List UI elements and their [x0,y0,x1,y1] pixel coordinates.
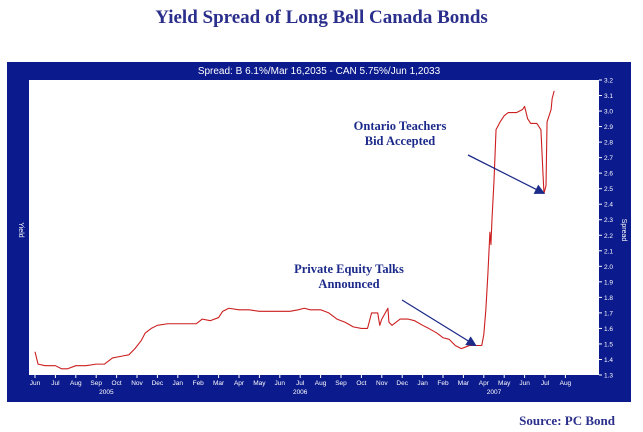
y-tick-label: 1.3 [604,373,613,380]
x-tick-label: Mar [458,380,470,387]
y-tick-label: 2.0 [604,264,613,271]
x-axis-ticks: Jun Jul Aug Sep Oct Nov Dec Jan Feb Mar Apr May Jun J… [30,375,572,387]
y-tick-label: 2.6 [604,171,613,178]
chart-title: Spread: B 6.1%/Mar 16,2035 - CAN 5.75%/J… [198,66,441,77]
x-tick-label: Aug [70,380,82,387]
y-tick-label: 1.7 [604,310,613,317]
x-tick-label: Jan [417,380,428,387]
x-tick-label: Apr [234,380,245,387]
y-tick-label: 2.9 [604,124,613,131]
x-tick-label: Apr [479,380,490,387]
x-tick-label: Mar [213,380,225,387]
y-tick-label: 3.0 [604,109,613,116]
chart-frame: Spread: B 6.1%/Mar 16,2035 - CAN 5.75%/J… [7,62,631,402]
x-tick-label: Oct [112,380,122,387]
page-title: Yield Spread of Long Bell Canada Bonds [155,7,488,28]
x-tick-label: Sep [90,380,102,387]
y-tick-label: 3.2 [604,78,613,85]
x-tick-label: Aug [560,380,572,387]
y-tick-label: 1.6 [604,326,613,333]
x-tick-label: May [498,380,511,387]
y-tick-label: 2.3 [604,217,613,224]
year-label: 2007 [487,389,502,396]
x-tick-label: Dec [152,380,164,387]
y-tick-label: 1.8 [604,295,613,302]
x-tick-label: Nov [131,380,143,387]
spread-chart: Spread: B 6.1%/Mar 16,2035 - CAN 5.75%/J… [17,66,627,396]
x-tick-label: Feb [193,380,205,387]
plot-area [29,80,599,375]
x-tick-label: Jan [173,380,184,387]
y-tick-label: 2.1 [604,248,613,255]
x-tick-label: Sep [335,380,347,387]
x-tick-label: Jul [296,380,305,387]
x-tick-label: Dec [396,380,408,387]
x-tick-label: May [253,380,266,387]
spread-line [34,90,555,370]
source-note: Source: PC Bond [519,413,615,428]
y-axis-label-left: Yield [17,222,24,237]
y-axis-label-right: Spread [620,219,627,242]
x-tick-label: Feb [437,380,449,387]
x-tick-label: Jun [519,380,530,387]
y-tick-label: 2.4 [604,202,613,209]
x-tick-label: Jul [51,380,60,387]
y-tick-label: 2.2 [604,233,613,240]
year-label: 2005 [99,389,114,396]
y-tick-label: 2.7 [604,155,613,162]
series-group [34,90,555,370]
year-labels: 2005 2006 2007 [99,389,501,396]
x-tick-label: Jun [275,380,286,387]
y-tick-label: 1.4 [604,357,613,364]
y-axis-ticks: 1.3 1.4 1.5 1.6 1.7 1.8 1.9 2.0 2.1 2.2 2.3 2.4 2.5 2… [599,78,613,380]
y-tick-label: 3.1 [604,93,613,100]
year-label: 2006 [293,389,308,396]
y-tick-label: 2.5 [604,186,613,193]
x-tick-label: Jul [541,380,550,387]
y-tick-label: 1.9 [604,279,613,286]
x-tick-label: Jun [30,380,41,387]
y-tick-label: 2.8 [604,140,613,147]
x-tick-label: Aug [315,380,327,387]
x-tick-label: Nov [376,380,388,387]
x-tick-label: Oct [356,380,366,387]
y-tick-label: 1.5 [604,341,613,348]
